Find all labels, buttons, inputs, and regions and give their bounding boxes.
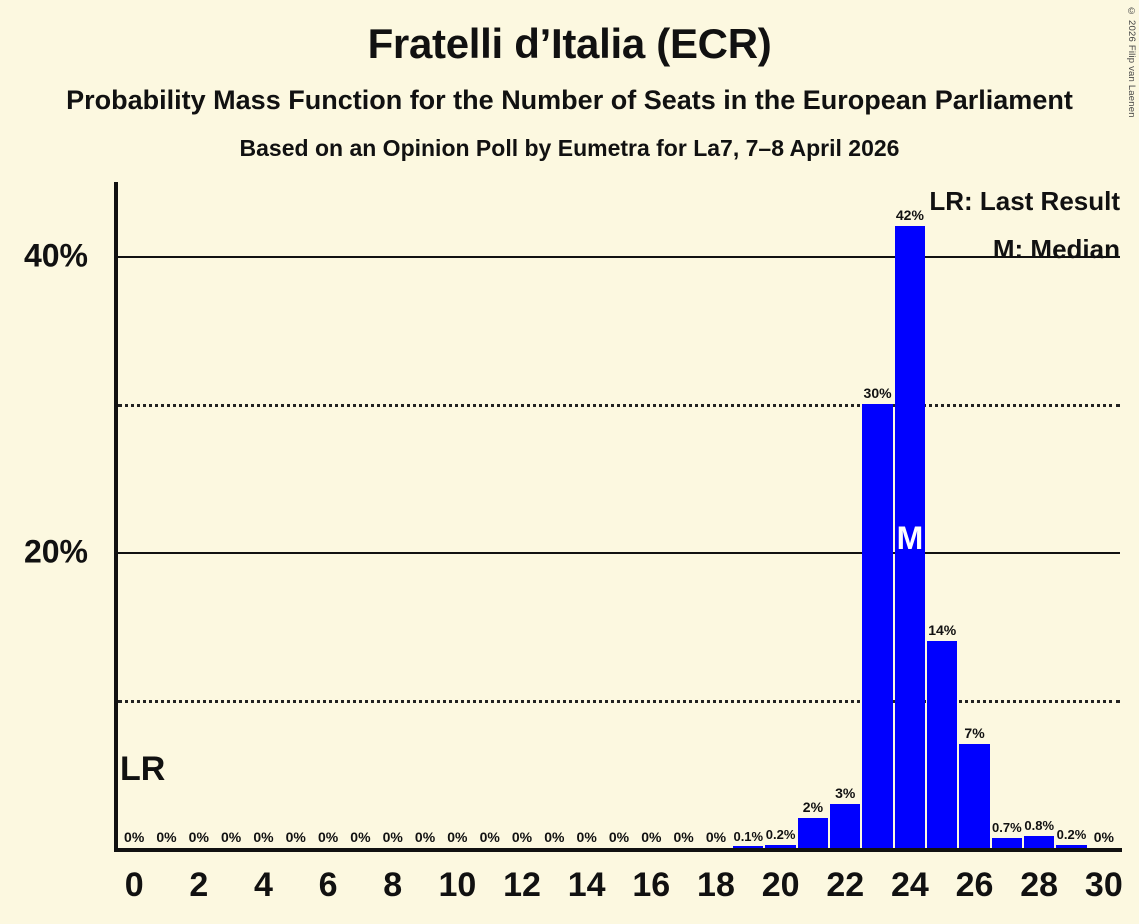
bar-value-label: 7%	[964, 725, 985, 742]
last-result-marker: LR	[120, 750, 166, 788]
gridline-10pct	[118, 700, 1120, 703]
bar-value-label: 0%	[350, 829, 371, 845]
bar-value-label: 0%	[156, 829, 177, 845]
bar-value-label: 0%	[479, 829, 500, 845]
bar-value-label: 0%	[124, 829, 145, 845]
x-axis-tick-6: 6	[318, 866, 338, 904]
bar-value-label: 0%	[641, 829, 662, 845]
legend-median: M: Median	[992, 234, 1120, 264]
bar[interactable]	[927, 640, 958, 848]
bar[interactable]	[862, 404, 893, 848]
bar-value-label: 0%	[188, 829, 209, 845]
chart-source-note: Based on an Opinion Poll by Eumetra for …	[239, 135, 900, 161]
bar[interactable]	[733, 846, 764, 848]
bar-value-label: 2%	[802, 799, 824, 816]
bar-value-label: 0%	[285, 829, 306, 845]
bar-value-label: 0%	[705, 829, 727, 845]
x-axis-tick-18: 18	[697, 866, 735, 904]
bar-value-label: 0.1%	[733, 828, 764, 844]
bar-value-label: 0%	[253, 829, 274, 845]
median-marker: M	[896, 520, 924, 556]
x-axis-tick-12: 12	[503, 866, 541, 904]
x-axis-labels-group: 0 2 4 6 8 10 12 14 16 18 20 22 24 26 28 30	[118, 866, 1123, 916]
bar-value-label: 30%	[863, 385, 892, 401]
bar-value-label: 0%	[220, 829, 242, 845]
chart-subtitle: Probability Mass Function for the Number…	[66, 85, 1073, 115]
x-axis-tick-24: 24	[890, 866, 929, 904]
bar-value-label: 0.2%	[765, 827, 796, 843]
bar-value-label: 0%	[414, 829, 436, 845]
bar-value-label: 0.2%	[1056, 827, 1087, 843]
bar[interactable]	[797, 818, 829, 848]
bars-group: 0% 0% 0% 0% 0% 0% 0% 0% 0% 0% 0% 0% 0% 0% 0% 0% 0% 0% 0% 0.…	[118, 182, 1120, 848]
bar-value-label: 0%	[673, 829, 694, 845]
x-axis-tick-8: 8	[383, 866, 403, 904]
gridline-40pct	[118, 256, 1120, 258]
bar-value-label: 0%	[576, 829, 597, 845]
bar-value-label: 3%	[835, 784, 856, 801]
bar-value-label: 0%	[511, 829, 533, 845]
y-axis-label-40pct: 40%	[23, 237, 88, 274]
gridline-20pct	[118, 552, 1120, 554]
x-axis-line	[114, 848, 1122, 852]
x-axis-tick-22: 22	[826, 866, 865, 904]
copyright-notice: © 2026 Filip van Laenen	[1126, 6, 1137, 118]
x-axis-tick-2: 2	[189, 866, 209, 904]
legend-last-result: LR: Last Result	[929, 186, 1120, 216]
bar[interactable]	[894, 226, 926, 848]
bar[interactable]	[1056, 845, 1087, 848]
bar-value-label: 0%	[447, 829, 468, 845]
bar[interactable]	[1024, 836, 1055, 848]
x-axis-tick-16: 16	[632, 866, 671, 904]
bar-value-label: 0%	[317, 829, 339, 845]
x-axis-tick-30: 30	[1084, 866, 1123, 904]
bar[interactable]	[959, 744, 990, 848]
bar-value-label: 42%	[895, 207, 924, 224]
bar-value-label: 0.8%	[1024, 818, 1055, 834]
bar-value-label: 0%	[608, 829, 630, 845]
bar[interactable]	[830, 803, 861, 848]
bar[interactable]	[765, 845, 796, 848]
bar-value-label: 0%	[382, 829, 403, 845]
bar-value-label: 0.7%	[992, 819, 1022, 835]
x-axis-tick-20: 20	[761, 866, 800, 904]
x-axis-tick-0: 0	[124, 866, 144, 904]
x-axis-tick-26: 26	[955, 866, 994, 904]
x-axis-tick-14: 14	[567, 866, 606, 904]
x-axis-tick-4: 4	[253, 866, 273, 904]
plot-area: 40% 20% LR: Last Result M: Median 0% 0% 0% 0…	[24, 182, 1122, 852]
y-axis-label-20pct: 20%	[23, 533, 88, 570]
bar-value-label: 14%	[928, 621, 957, 638]
bar-value-label: 0%	[544, 829, 565, 845]
gridline-30pct	[118, 404, 1120, 407]
page-title: Fratelli d’Italia (ECR)	[367, 20, 772, 67]
bar[interactable]	[991, 837, 1023, 848]
x-axis-tick-28: 28	[1020, 866, 1059, 904]
x-axis-tick-10: 10	[438, 866, 477, 904]
y-axis-line	[114, 182, 118, 848]
bar-value-label: 0%	[1093, 829, 1114, 845]
